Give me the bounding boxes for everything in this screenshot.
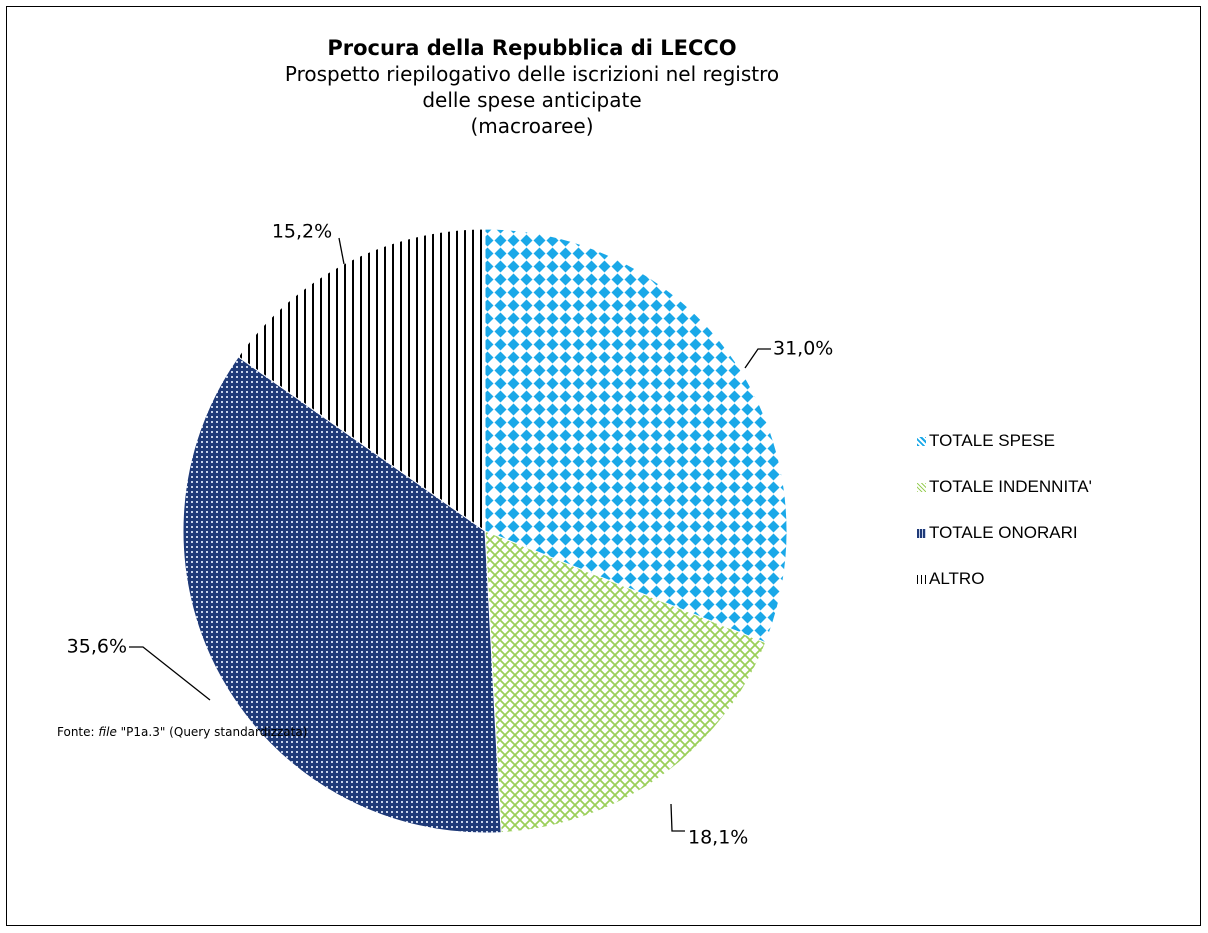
chart-subtitle: Prospetto riepilogativo delle iscrizioni… [284, 62, 780, 138]
pie-slice-altro [237, 228, 486, 532]
leader-line [129, 646, 211, 701]
legend-item-totale-spese: TOTALE SPESE [917, 418, 1092, 464]
legend-swatch [917, 482, 926, 492]
chart-title: Procura della Repubblica di LECCO [327, 36, 737, 60]
pie-slices [182, 228, 788, 834]
legend-swatch [917, 528, 926, 538]
title-block: Procura della Repubblica di LECCO Prospe… [7, 35, 1057, 139]
data-label: 15,2% [272, 221, 332, 243]
legend-swatch [917, 574, 926, 584]
legend-label: TOTALE INDENNITA' [929, 477, 1092, 496]
legend-label: TOTALE ONORARI [929, 523, 1078, 542]
legend: TOTALE SPESE TOTALE INDENNITA' TOTALE ON… [917, 418, 1092, 602]
leader-line [338, 237, 345, 265]
data-label: 35,6% [67, 636, 127, 658]
pie-slice-totale-indennita [484, 530, 767, 834]
data-labels: 31,0% 18,1% 35,6% 15,2% [67, 221, 834, 849]
source-file-word: file [98, 725, 117, 739]
pie-slice-totale-onorari [182, 356, 502, 834]
data-label: 18,1% [688, 827, 748, 849]
leader-lines [129, 237, 771, 832]
legend-label: TOTALE SPESE [929, 431, 1055, 450]
legend-label: ALTRO [929, 569, 985, 588]
legend-item-totale-onorari: TOTALE ONORARI [917, 510, 1092, 556]
legend-item-altro: ALTRO [917, 556, 1092, 602]
source-note: Fonte: file "P1a.3" (Query standardizzat… [57, 725, 307, 739]
data-label: 31,0% [773, 338, 833, 360]
source-rest: "P1a.3" (Query standardizzata) [116, 725, 308, 739]
legend-swatch [917, 436, 926, 446]
source-prefix: Fonte: [57, 725, 99, 739]
leader-line [670, 803, 685, 832]
leader-line [744, 348, 771, 369]
legend-item-totale-indennita: TOTALE INDENNITA' [917, 464, 1092, 510]
pie-slice-totale-spese [484, 228, 788, 644]
